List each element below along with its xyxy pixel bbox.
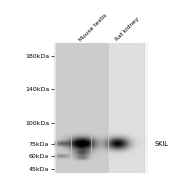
Text: Mouse testis: Mouse testis <box>78 12 109 42</box>
Text: Rat kidney: Rat kidney <box>114 17 140 42</box>
Text: SKIL: SKIL <box>154 141 168 147</box>
